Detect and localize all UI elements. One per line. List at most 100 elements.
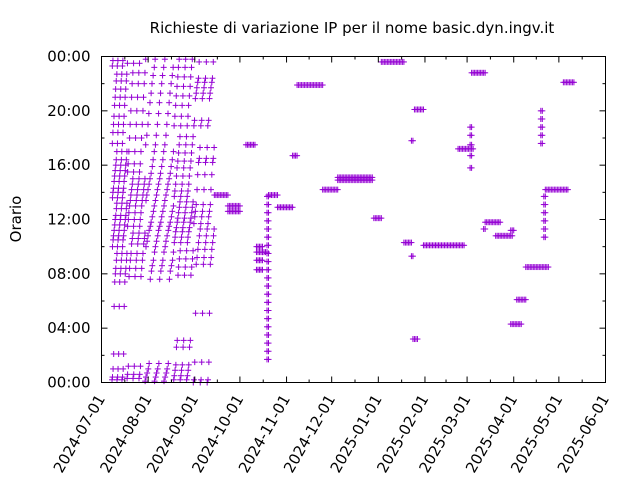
- data-point: [190, 376, 197, 383]
- data-point: [193, 84, 200, 91]
- data-point: [187, 219, 194, 226]
- data-point: [129, 69, 136, 76]
- data-point: [135, 230, 142, 237]
- data-point: [174, 337, 181, 344]
- data-point: [147, 223, 154, 230]
- data-point: [179, 102, 186, 109]
- data-point: [470, 145, 477, 152]
- data-point: [468, 152, 475, 159]
- data-point: [136, 223, 143, 230]
- data-point: [169, 208, 176, 215]
- data-point: [159, 72, 166, 79]
- data-point: [130, 60, 137, 67]
- data-point: [191, 213, 198, 220]
- data-point: [113, 156, 120, 163]
- data-point: [135, 69, 142, 76]
- data-point: [167, 170, 174, 177]
- data-point: [184, 113, 191, 120]
- data-point: [145, 110, 152, 117]
- data-point: [134, 186, 141, 193]
- data-point: [196, 155, 203, 162]
- data-point: [409, 137, 416, 144]
- data-point: [123, 200, 130, 207]
- data-point: [170, 202, 177, 209]
- data-point: [155, 360, 162, 367]
- data-point: [468, 141, 475, 148]
- data-point: [171, 239, 178, 246]
- data-point: [148, 219, 155, 226]
- data-point: [168, 213, 175, 220]
- data-point: [482, 69, 489, 76]
- chart-title: Richieste di variazione IP per il nome b…: [150, 19, 555, 37]
- data-point: [174, 158, 181, 165]
- data-point: [188, 149, 195, 156]
- data-point: [150, 72, 157, 79]
- data-point: [123, 205, 130, 212]
- plot-frame: [101, 56, 606, 383]
- data-point: [187, 83, 194, 90]
- data-point: [201, 254, 208, 261]
- data-point: [195, 75, 202, 82]
- data-point: [289, 204, 296, 211]
- data-point: [196, 232, 203, 239]
- data-point: [522, 296, 529, 303]
- data-point: [123, 71, 130, 78]
- data-point: [142, 141, 149, 148]
- data-point: [179, 224, 186, 231]
- data-point: [169, 72, 176, 79]
- data-point: [158, 262, 165, 269]
- data-point: [177, 247, 184, 254]
- data-point: [185, 228, 192, 235]
- data-point: [137, 363, 144, 370]
- data-point: [109, 189, 116, 196]
- data-point: [206, 208, 213, 215]
- data-point: [197, 220, 204, 227]
- data-point: [265, 250, 272, 257]
- data-point: [180, 344, 187, 351]
- data-point: [497, 219, 504, 226]
- data-point: [151, 148, 158, 155]
- data-point: [122, 212, 129, 219]
- data-point: [148, 170, 155, 177]
- y-tick-label: 00:00: [47, 374, 90, 392]
- data-point: [135, 175, 142, 182]
- data-point: [133, 197, 140, 204]
- data-point: [171, 113, 178, 120]
- data-point: [175, 149, 182, 156]
- data-point: [119, 374, 126, 381]
- data-point: [177, 239, 184, 246]
- data-point: [210, 232, 217, 239]
- data-point: [162, 132, 169, 139]
- data-point: [130, 371, 137, 378]
- data-point: [119, 57, 126, 64]
- data-point: [265, 258, 272, 265]
- data-point: [259, 243, 266, 250]
- data-point: [151, 64, 158, 71]
- data-point: [145, 365, 152, 372]
- data-point: [109, 140, 116, 147]
- data-point: [112, 216, 119, 223]
- data-point: [210, 58, 217, 65]
- data-point: [414, 336, 421, 343]
- data-point: [177, 193, 184, 200]
- data-point: [190, 198, 197, 205]
- data-point: [190, 247, 197, 254]
- data-point: [125, 160, 132, 167]
- data-point: [207, 84, 214, 91]
- data-point: [158, 163, 165, 170]
- data-point: [114, 129, 121, 136]
- data-point: [162, 374, 169, 381]
- data-point: [182, 64, 189, 71]
- data-point: [126, 135, 133, 141]
- data-point: [185, 367, 192, 374]
- data-point: [139, 121, 146, 128]
- data-point: [198, 213, 205, 220]
- data-point: [134, 240, 141, 247]
- data-point: [542, 217, 549, 224]
- data-point: [206, 310, 213, 317]
- data-point: [177, 372, 184, 379]
- data-point: [154, 232, 161, 239]
- data-point: [176, 255, 183, 262]
- data-point: [157, 268, 164, 275]
- data-point: [171, 372, 178, 379]
